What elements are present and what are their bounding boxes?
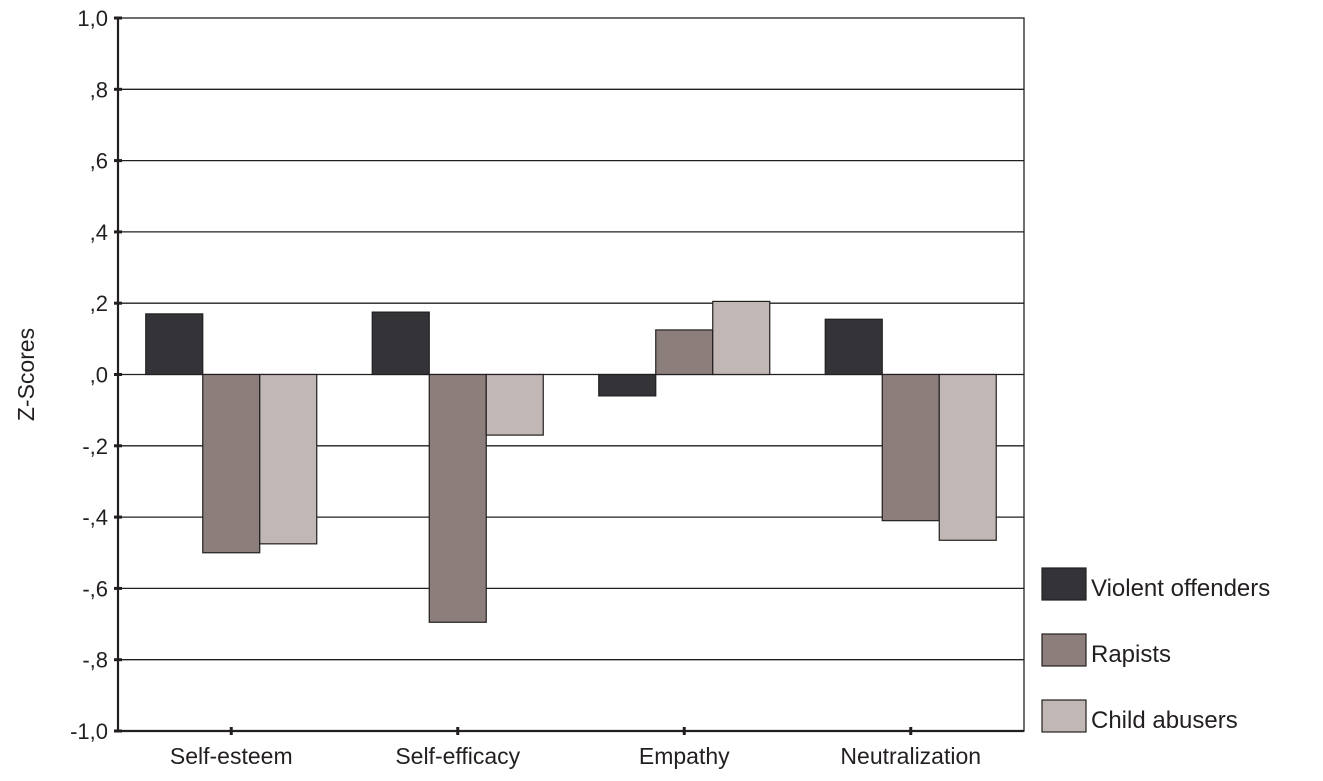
y-tick-label: ,4 <box>90 220 108 245</box>
bar-violent-offenders-neutralization <box>824 318 883 376</box>
bar-child-abusers-neutralization <box>938 373 997 541</box>
y-tick-label: ,2 <box>90 291 108 316</box>
bar-rapists-empathy <box>655 329 714 376</box>
y-tick-label: -,2 <box>82 434 108 459</box>
bar-violent-offenders-self-esteem <box>145 313 204 376</box>
legend-label: Rapists <box>1091 641 1171 668</box>
y-tick-label: ,0 <box>90 363 108 388</box>
bar-child-abusers-self-esteem <box>259 373 318 545</box>
x-tick-label: Self-efficacy <box>395 743 520 769</box>
legend-swatch <box>1041 567 1087 601</box>
y-tick-label: -,8 <box>82 648 108 673</box>
legend-swatch <box>1041 699 1087 733</box>
y-tick-label: ,8 <box>90 77 108 102</box>
legend-label: Child abusers <box>1091 707 1238 734</box>
x-tick-label: Self-esteem <box>170 743 293 769</box>
y-tick-label: ,6 <box>90 149 108 174</box>
x-tick-label: Neutralization <box>840 743 981 769</box>
y-tick-label: -1,0 <box>70 719 108 744</box>
y-tick-label: -,6 <box>82 576 108 601</box>
y-tick-label: 1,0 <box>77 6 108 31</box>
bar-violent-offenders-self-efficacy <box>371 311 430 376</box>
bar-rapists-self-efficacy <box>428 373 487 623</box>
y-axis-label: Z-Scores <box>13 328 39 421</box>
bar-child-abusers-self-efficacy <box>485 373 544 436</box>
bar-rapists-self-esteem <box>202 373 261 554</box>
x-tick-label: Empathy <box>639 743 730 769</box>
y-tick-label: -,4 <box>82 505 108 530</box>
bar-rapists-neutralization <box>881 373 940 522</box>
bar-child-abusers-empathy <box>712 300 771 376</box>
bar-violent-offenders-empathy <box>598 373 657 397</box>
legend-swatch <box>1041 633 1087 667</box>
legend-label: Violent offenders <box>1091 575 1270 602</box>
